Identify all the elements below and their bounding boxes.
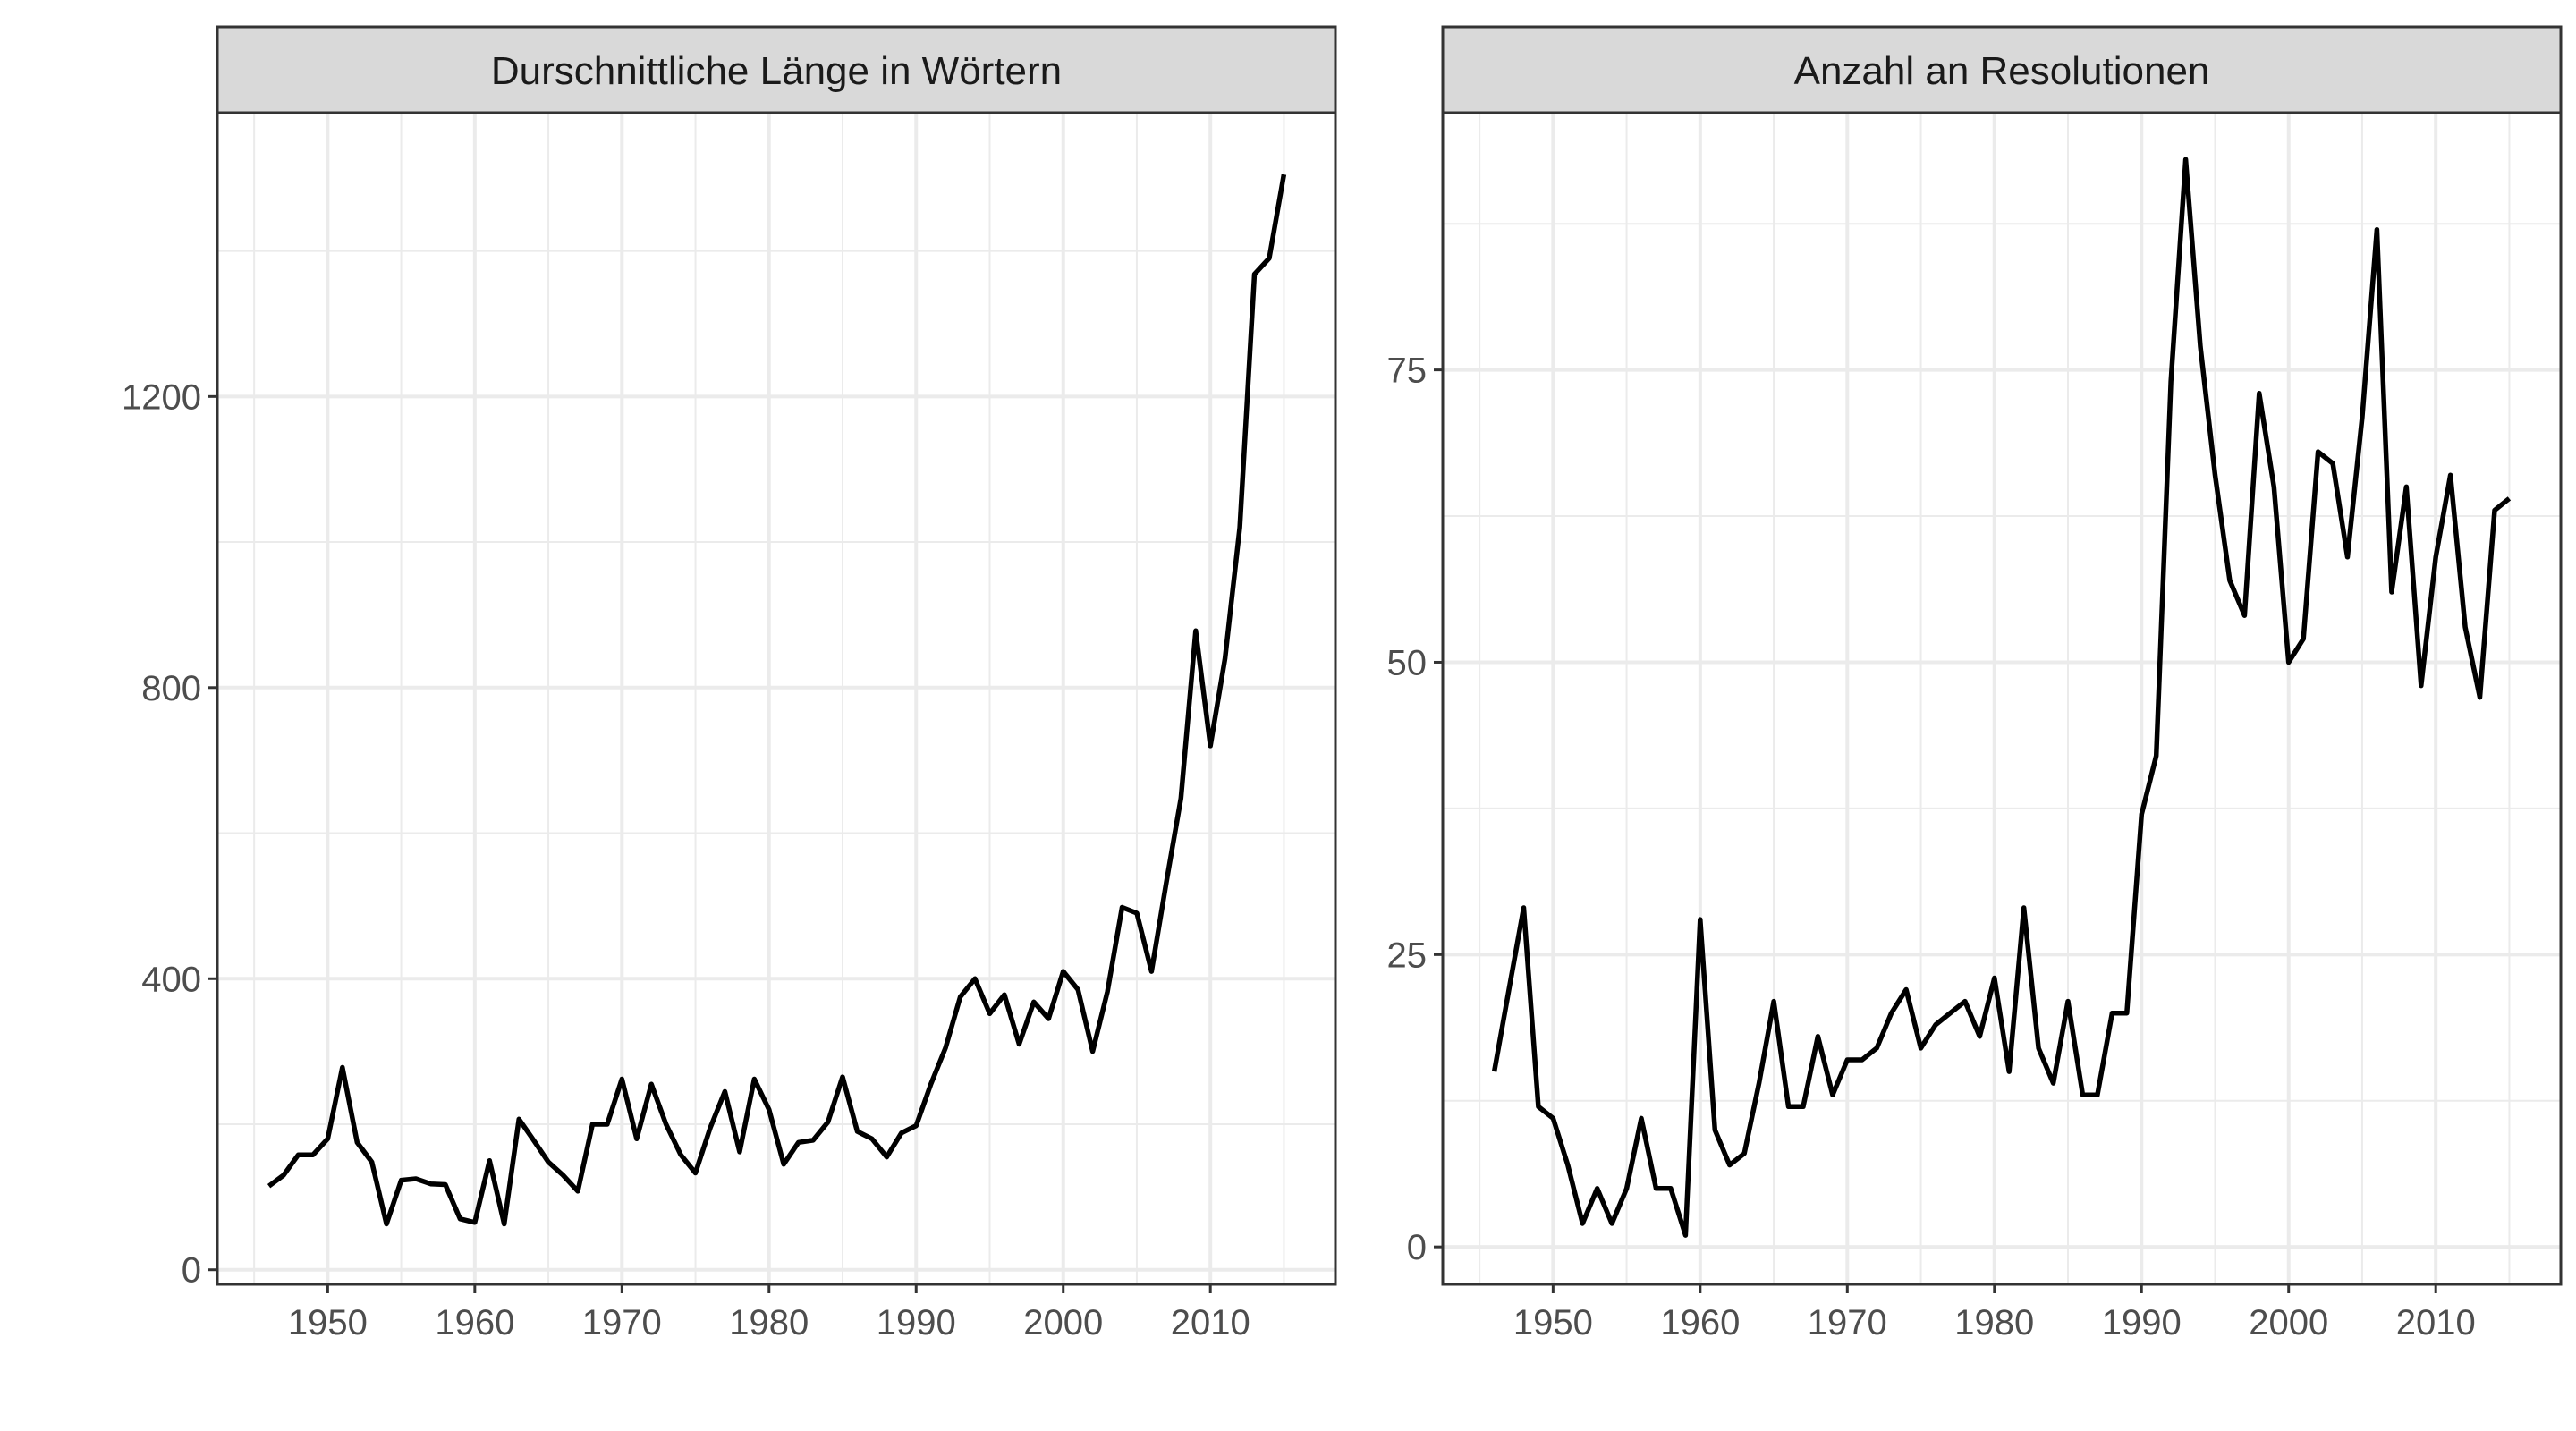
x-tick-label: 1990	[877, 1303, 956, 1342]
panel-strip-avg-length	[216, 25, 1337, 114]
x-tick-label: 1960	[435, 1303, 514, 1342]
x-tick-label: 1980	[1954, 1303, 2034, 1342]
ticks-resolution-count	[1434, 368, 2437, 1293]
series-line-resolution-count	[1491, 157, 2512, 1238]
y-tick-label: 400	[141, 960, 201, 999]
panel-resolution-count: Anzahl an Resolutionen 1950 1960 1970 19…	[1387, 25, 2563, 1342]
x-tick-label: 1960	[1660, 1303, 1740, 1342]
y-tick-label: 25	[1387, 936, 1428, 975]
y-tick-label: 0	[182, 1251, 201, 1291]
panel-avg-length: Durschnittliche Länge in Wörtern 1950 19…	[122, 25, 1337, 1342]
y-tick-label: 1200	[122, 377, 201, 417]
x-axis-labels-resolution-count: 1950 1960 1970 1980 1990 2000 2010	[1513, 1303, 2476, 1342]
gridlines-avg-length	[217, 113, 1335, 1284]
panel-border-avg-length	[216, 111, 1337, 1286]
panel-title-avg-length: Durschnittliche Länge in Wörtern	[491, 49, 1062, 93]
panel-border-resolution-count	[1441, 111, 2563, 1286]
x-tick-label: 2010	[1171, 1303, 1250, 1342]
ticks-avg-length	[208, 394, 1212, 1293]
y-tick-label: 75	[1387, 351, 1428, 391]
panel-title-resolution-count: Anzahl an Resolutionen	[1794, 49, 2210, 93]
x-tick-label: 2000	[2249, 1303, 2328, 1342]
y-tick-label: 0	[1407, 1228, 1427, 1267]
x-tick-label: 1970	[582, 1303, 662, 1342]
x-tick-label: 1950	[288, 1303, 368, 1342]
gridlines-resolution-count	[1443, 113, 2561, 1284]
x-tick-label: 1980	[729, 1303, 809, 1342]
x-tick-label: 1950	[1513, 1303, 1593, 1342]
x-tick-label: 1990	[2102, 1303, 2182, 1342]
x-tick-label: 2000	[1023, 1303, 1103, 1342]
panel-strip-resolution-count	[1441, 25, 2563, 114]
x-tick-label: 2010	[2396, 1303, 2476, 1342]
x-tick-label: 1970	[1808, 1303, 1887, 1342]
y-axis-labels-resolution-count: 0 25 50 75	[1387, 351, 1428, 1268]
y-tick-label: 50	[1387, 643, 1428, 682]
x-axis-labels-avg-length: 1950 1960 1970 1980 1990 2000 2010	[288, 1303, 1250, 1342]
y-axis-labels-avg-length: 0 400 800 1200	[122, 377, 201, 1290]
series-line-avg-length	[267, 174, 1287, 1227]
y-tick-label: 800	[141, 669, 201, 708]
